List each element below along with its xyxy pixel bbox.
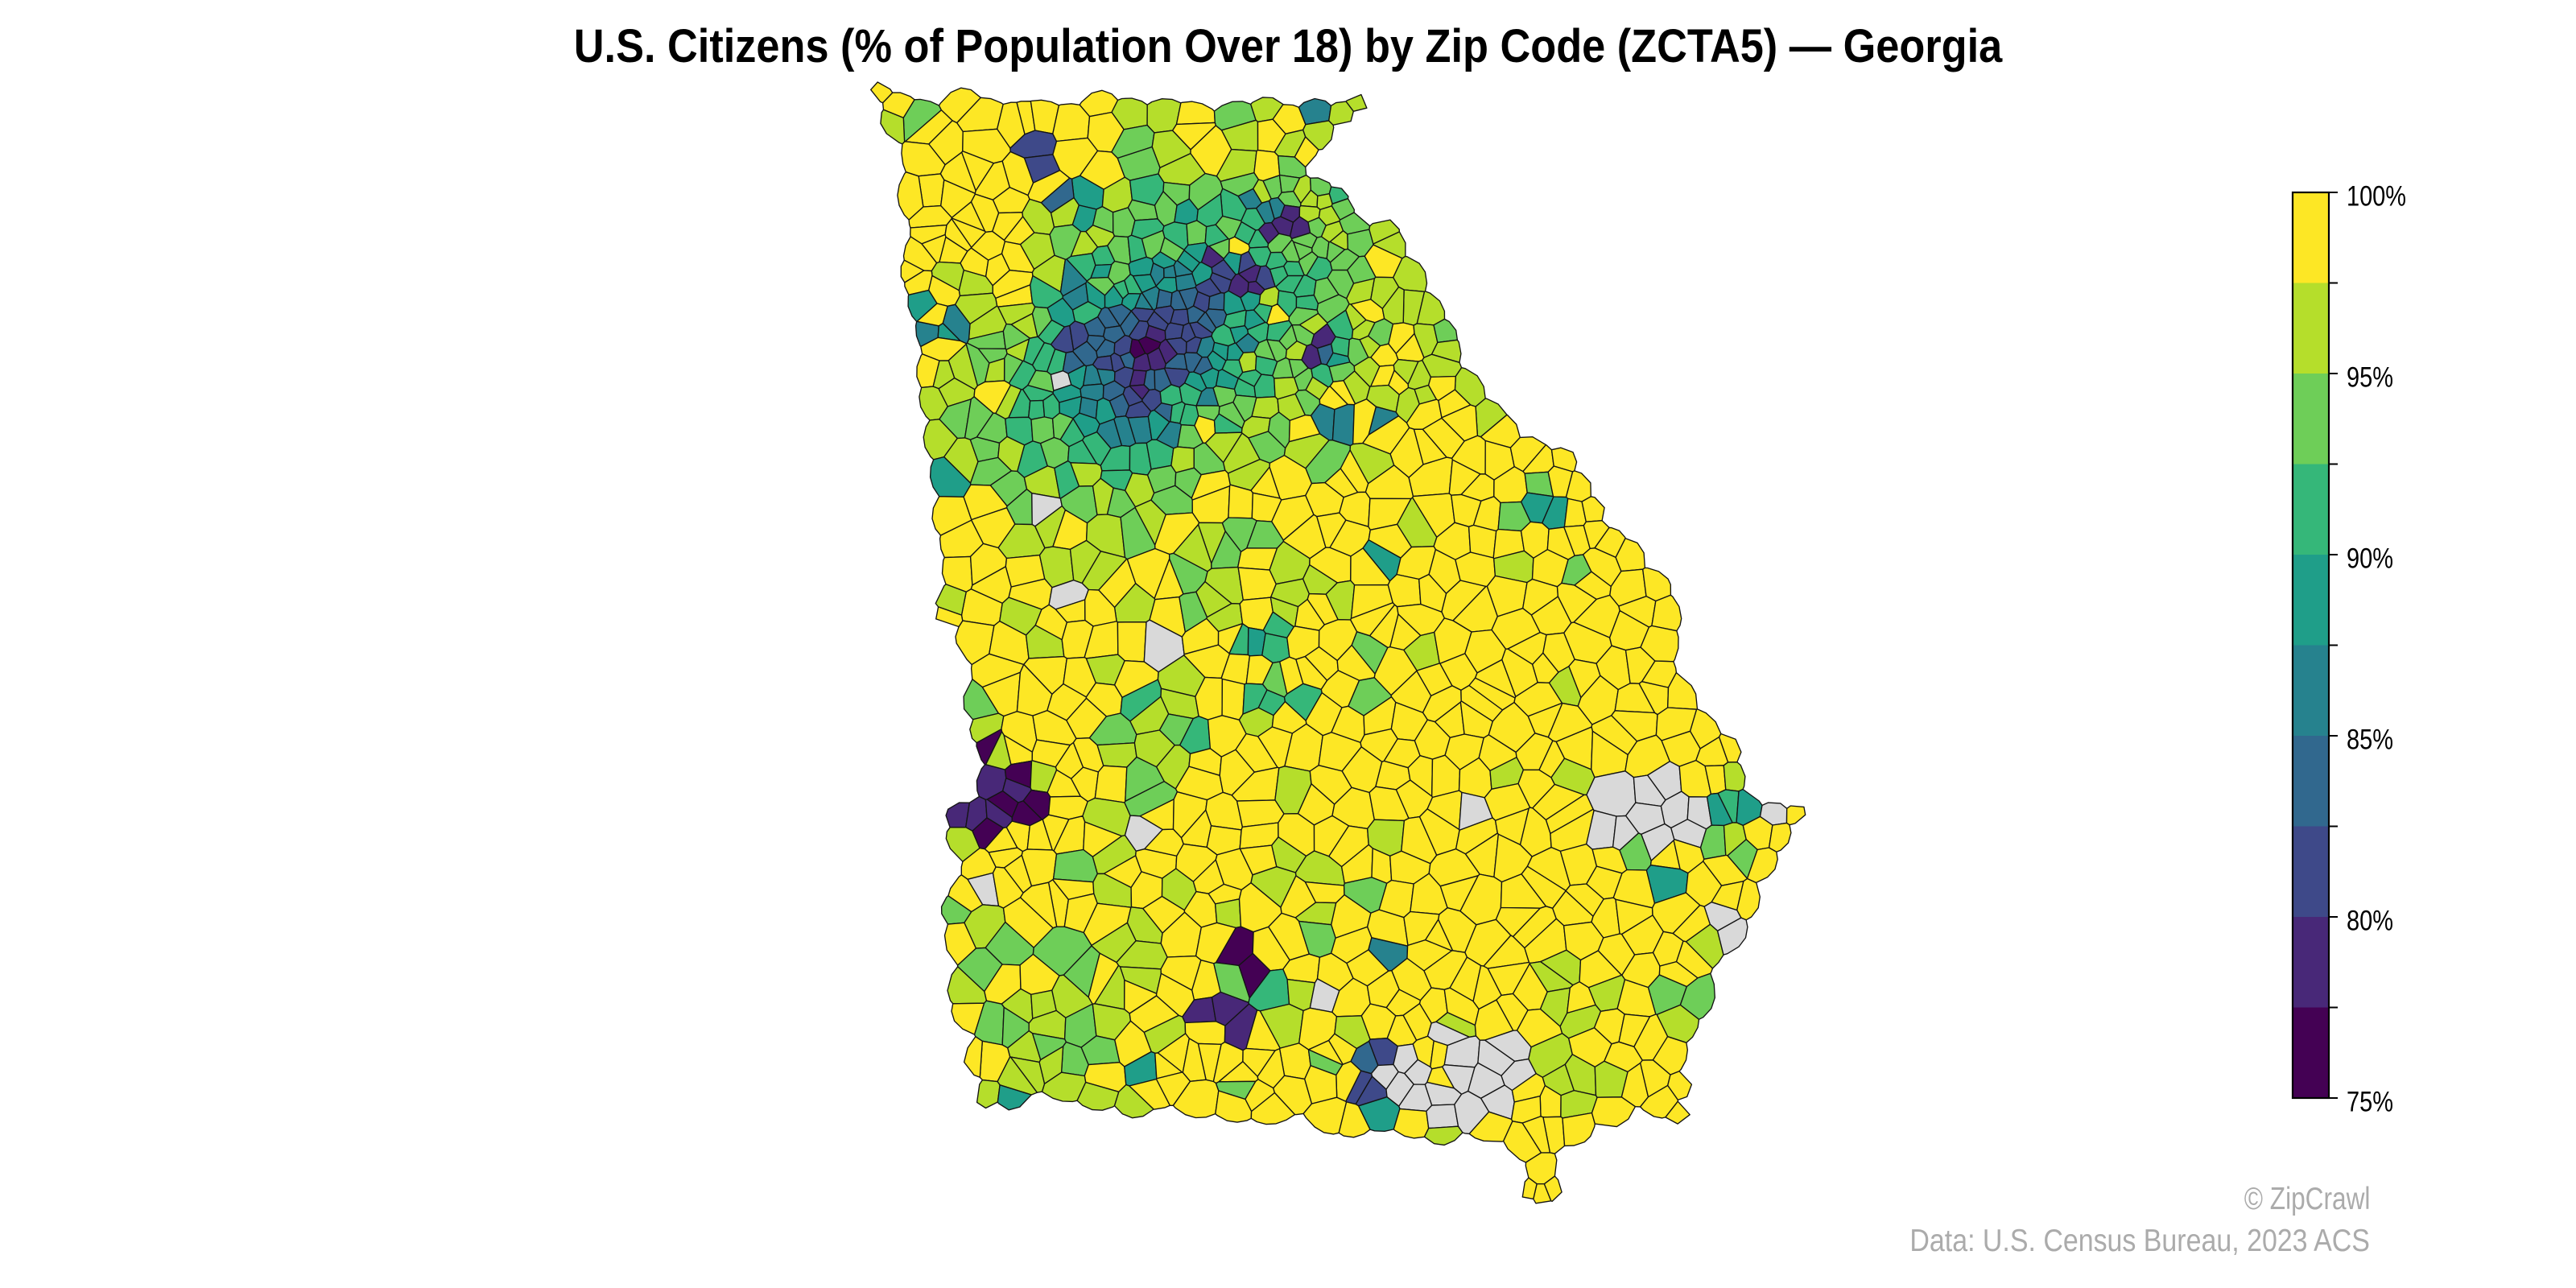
svg-text:85%: 85% — [2347, 724, 2393, 756]
svg-text:75%: 75% — [2347, 1087, 2393, 1118]
svg-text:90%: 90% — [2347, 543, 2393, 575]
svg-text:100%: 100% — [2347, 181, 2406, 213]
svg-text:80%: 80% — [2347, 906, 2393, 937]
svg-text:95%: 95% — [2347, 362, 2393, 394]
